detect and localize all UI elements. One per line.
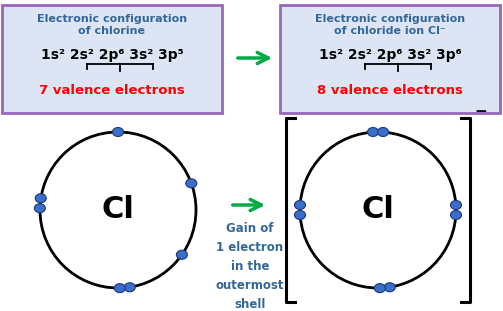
Text: of chlorine: of chlorine — [78, 26, 145, 36]
Ellipse shape — [124, 283, 135, 292]
Ellipse shape — [451, 211, 461, 220]
Text: 8 valence electrons: 8 valence electrons — [317, 83, 463, 96]
Ellipse shape — [384, 283, 395, 292]
Text: 7 valence electrons: 7 valence electrons — [39, 83, 185, 96]
Ellipse shape — [377, 128, 388, 137]
Ellipse shape — [451, 201, 461, 210]
Ellipse shape — [34, 204, 45, 213]
Ellipse shape — [177, 250, 188, 259]
Text: Cl: Cl — [102, 196, 134, 225]
Text: Electronic configuration: Electronic configuration — [37, 14, 187, 24]
Text: −: − — [474, 104, 487, 119]
Ellipse shape — [368, 128, 378, 137]
Ellipse shape — [186, 179, 197, 188]
Text: 1s² 2s² 2p⁶ 3s² 3p⁶: 1s² 2s² 2p⁶ 3s² 3p⁶ — [318, 48, 461, 62]
Text: Gain of
1 electron
in the
outermost
shell: Gain of 1 electron in the outermost shel… — [216, 222, 284, 311]
Ellipse shape — [374, 284, 385, 293]
FancyBboxPatch shape — [2, 5, 222, 113]
Ellipse shape — [35, 194, 46, 203]
Ellipse shape — [114, 284, 125, 293]
Text: Cl: Cl — [362, 196, 394, 225]
Ellipse shape — [113, 128, 124, 137]
Ellipse shape — [294, 211, 305, 220]
Text: of chloride ion Cl⁻: of chloride ion Cl⁻ — [334, 26, 446, 36]
Text: Electronic configuration: Electronic configuration — [315, 14, 465, 24]
Ellipse shape — [294, 201, 305, 210]
Text: 1s² 2s² 2p⁶ 3s² 3p⁵: 1s² 2s² 2p⁶ 3s² 3p⁵ — [41, 48, 184, 62]
FancyBboxPatch shape — [280, 5, 500, 113]
